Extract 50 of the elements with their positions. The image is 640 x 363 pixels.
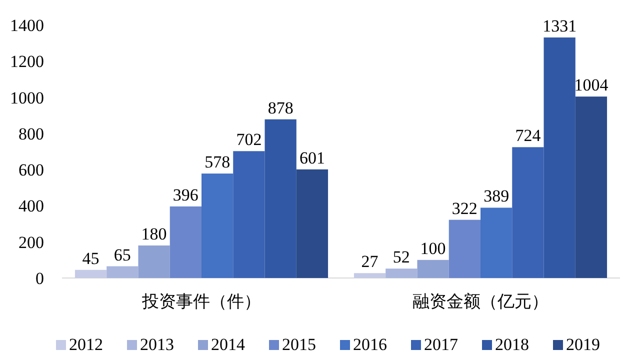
y-tick-label: 200 — [18, 232, 44, 252]
y-tick-label: 600 — [18, 160, 44, 180]
legend-label: 2013 — [140, 335, 174, 354]
y-tick-label: 1400 — [10, 16, 44, 35]
legend-label: 2017 — [424, 335, 458, 354]
bar — [544, 37, 576, 278]
data-label: 724 — [515, 126, 542, 146]
bar — [512, 147, 544, 278]
legend-label: 2019 — [566, 335, 600, 354]
y-tick-label: 0 — [36, 269, 44, 288]
bar — [202, 174, 234, 278]
data-label: 65 — [114, 245, 131, 264]
legend-label: 2015 — [282, 335, 316, 354]
bar — [170, 206, 202, 278]
data-label: 396 — [172, 185, 198, 204]
x-tick-label: 投资事件（件） — [141, 292, 261, 311]
data-label: 1331 — [542, 16, 577, 36]
data-label: 389 — [484, 186, 510, 206]
bar — [448, 220, 480, 278]
legend-label: 2018 — [495, 335, 529, 354]
data-label: 578 — [204, 152, 230, 172]
legend-label: 2016 — [353, 335, 387, 354]
data-label: 45 — [82, 248, 100, 268]
bar — [417, 260, 449, 278]
bar — [264, 119, 296, 278]
bar — [233, 151, 265, 278]
data-label: 601 — [299, 148, 325, 168]
data-label: 322 — [452, 198, 478, 218]
data-label: 878 — [268, 98, 294, 118]
data-label: 27 — [361, 252, 379, 272]
y-tick-label: 1200 — [10, 52, 44, 72]
y-tick-label: 1000 — [10, 88, 44, 108]
bar — [575, 96, 608, 278]
data-label: 1004 — [574, 76, 609, 95]
bar — [138, 245, 170, 278]
x-tick-label: 融资金额（亿元） — [412, 292, 548, 311]
bar — [106, 266, 138, 278]
legend-label: 2012 — [69, 335, 103, 354]
bar — [480, 208, 512, 278]
bar — [296, 169, 328, 278]
y-tick-label: 800 — [18, 124, 44, 144]
bar — [74, 270, 107, 278]
legend-label: 2014 — [211, 335, 246, 354]
y-tick-label: 400 — [18, 196, 44, 216]
data-label: 52 — [392, 248, 410, 267]
bar — [354, 273, 386, 278]
bar — [386, 268, 418, 278]
data-label: 702 — [236, 130, 262, 150]
data-label: 100 — [420, 238, 446, 258]
data-label: 180 — [141, 224, 167, 244]
